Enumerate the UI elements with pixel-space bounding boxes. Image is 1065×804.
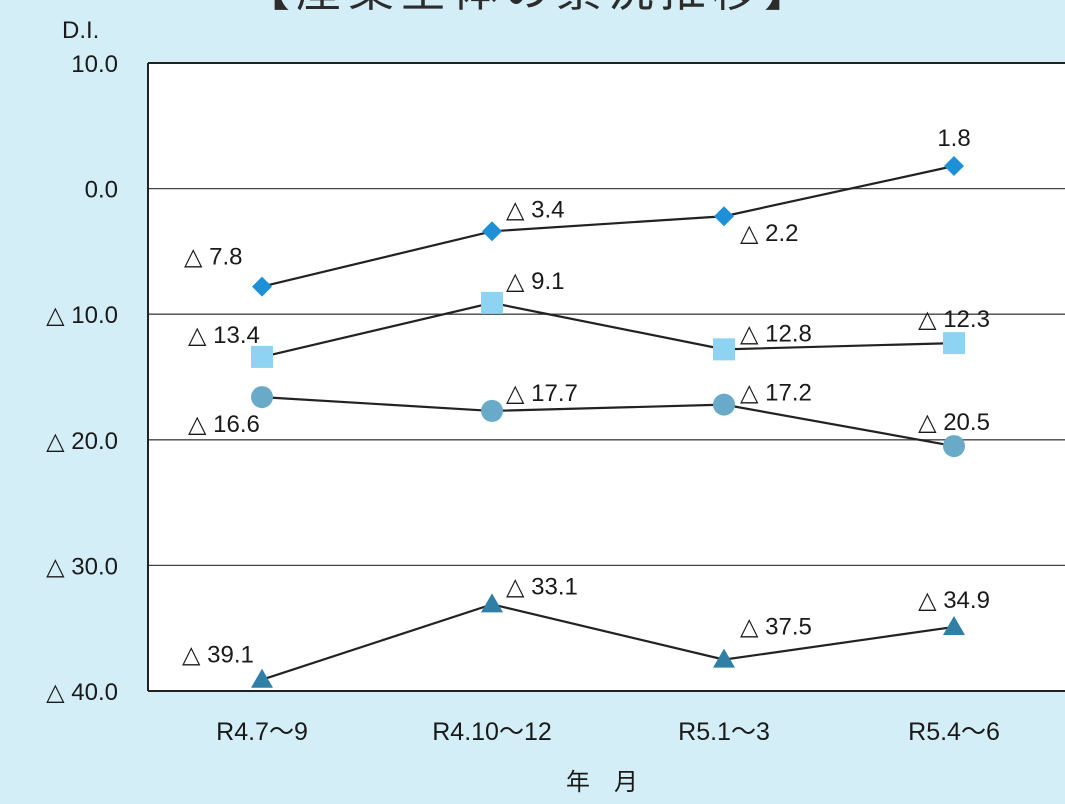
- axes: [147, 62, 1065, 692]
- y-tick-label: △ 30.0: [46, 553, 118, 580]
- x-tick-labels: R4.7～9 R4.10～12 R5.1～3 R5.4～6: [216, 718, 1000, 746]
- series-line: [261, 301, 955, 358]
- diamond-marker: [944, 155, 964, 176]
- x-tick-label: R4.10～12: [432, 718, 552, 746]
- y-tick-label: △ 40.0: [46, 679, 118, 706]
- data-label: △ 33.1: [506, 573, 578, 600]
- diamond-marker: [714, 206, 734, 227]
- data-label: △ 7.8: [184, 244, 243, 271]
- x-tick-label: R5.4～6: [908, 718, 1000, 746]
- data-label: △ 34.9: [918, 587, 990, 614]
- data-label: △ 37.5: [740, 614, 812, 641]
- triangle-marker: [251, 668, 273, 688]
- data-label: △ 2.2: [740, 220, 799, 247]
- circle-marker: [481, 399, 503, 422]
- series-lines: [261, 164, 955, 681]
- gridlines: [148, 187, 1065, 567]
- series-line: [261, 164, 955, 288]
- square-marker: [481, 291, 503, 314]
- circle-marker: [251, 386, 273, 409]
- data-label: △ 13.4: [188, 322, 260, 349]
- circle-marker: [943, 435, 965, 458]
- square-marker: [713, 338, 735, 361]
- y-tick-label: △ 20.0: [46, 428, 118, 455]
- data-label: △ 39.1: [182, 642, 254, 669]
- data-labels: △ 7.8 △ 3.4 △ 2.2 1.8 △ 13.4 △ 9.1 △ 12.8 △ 12.…: [182, 125, 990, 669]
- series-line: [261, 395, 955, 448]
- data-label: △ 16.6: [188, 411, 260, 438]
- data-label: △ 17.7: [506, 380, 578, 407]
- square-marker: [251, 345, 273, 368]
- series-line: [261, 603, 955, 681]
- data-label: 1.8: [937, 125, 970, 152]
- y-tick-label: 10.0: [71, 51, 118, 78]
- circle-marker: [713, 393, 735, 416]
- triangle-marker: [943, 615, 965, 635]
- triangle-marker: [481, 593, 503, 613]
- x-tick-label: R5.1～3: [678, 718, 770, 746]
- data-label: △ 17.2: [740, 380, 812, 407]
- y-tick-label: △ 10.0: [46, 302, 118, 329]
- data-label: △ 12.8: [740, 320, 812, 347]
- y-tick-label: 0.0: [85, 177, 118, 204]
- triangle-marker: [713, 648, 735, 668]
- x-axis-title: 年 月: [566, 769, 638, 796]
- x-tick-label: R4.7～9: [216, 718, 308, 746]
- y-axis-title: D.I.: [62, 17, 99, 44]
- data-label: △ 9.1: [506, 268, 565, 295]
- diamond-marker: [252, 276, 272, 297]
- diamond-marker: [482, 221, 502, 242]
- series-markers: [251, 155, 965, 688]
- data-label: △ 12.3: [918, 306, 990, 333]
- square-marker: [943, 332, 965, 355]
- plot-area: [148, 63, 1065, 691]
- data-label: △ 3.4: [506, 196, 565, 223]
- y-tick-labels: 10.0 0.0 △ 10.0 △ 20.0 △ 30.0 △ 40.0: [46, 51, 118, 706]
- data-label: △ 20.5: [918, 409, 990, 436]
- chart-title: 【産業全体の景況推移】: [200, 0, 860, 17]
